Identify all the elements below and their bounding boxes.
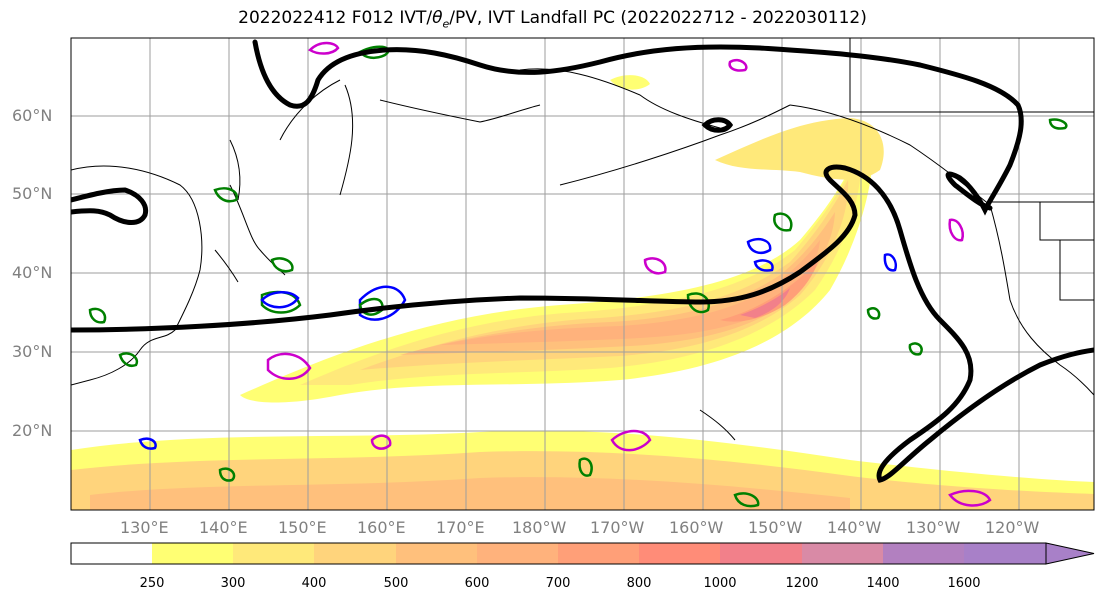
colorbar-tick-250: 250 [139, 576, 165, 591]
colorbar-extend-arrow [1045, 542, 1095, 565]
asia-coast [71, 165, 203, 386]
colorbar-tick-300: 300 [220, 576, 246, 591]
theta-e-contours [88, 41, 1068, 508]
lat-label-60n: 60°N [12, 106, 53, 125]
lon-label-150w: 150°W [748, 518, 803, 537]
colorbar-tick-800: 800 [626, 576, 652, 591]
ivt-shading [71, 75, 1094, 510]
lat-label-50n: 50°N [12, 184, 53, 203]
colorbar-bin-8 [720, 543, 802, 564]
lon-label-120w: 120°W [985, 518, 1040, 537]
aleutians [559, 104, 791, 186]
lon-label-170w: 170°W [590, 518, 645, 537]
lat-label-20n: 20°N [12, 421, 53, 440]
state-borders-2 [1059, 240, 1094, 301]
lon-label-130w: 130°W [906, 518, 961, 537]
colorbar [70, 542, 1095, 565]
colorbar-tick-1000: 1000 [703, 576, 737, 591]
title-main: 2022022412 F012 IVT/ [238, 8, 433, 28]
lon-label-150e: 150°E [278, 518, 327, 537]
title-subscript: e [442, 17, 450, 31]
lat-label-40n: 40°N [12, 263, 53, 282]
lon-label-140w: 140°W [827, 518, 882, 537]
colorbar-tick-700: 700 [545, 576, 571, 591]
colorbar-bin-0 [71, 543, 152, 564]
colorbar-bin-2 [233, 543, 314, 564]
colorbar-bin-9 [802, 543, 883, 564]
lon-label-140e: 140°E [199, 518, 248, 537]
title-theta-symbol: θ [432, 8, 443, 28]
ivt-shade-north [715, 118, 884, 180]
colorbar-bin-11 [964, 543, 1046, 564]
hawaii [699, 409, 736, 441]
pv-contour-main [71, 164, 1094, 483]
colorbar-tick-600: 600 [464, 576, 490, 591]
map-frame [70, 37, 1095, 511]
colorbar-bin-10 [883, 543, 964, 564]
state-borders [1039, 202, 1094, 241]
title-rest: /PV, IVT Landfall PC (2022022712 - 20220… [449, 8, 867, 28]
lat-label-30n: 30°N [12, 342, 53, 361]
ivt-shade-small-north [610, 75, 650, 90]
lon-label-130e: 130°E [120, 518, 169, 537]
lon-label-160e: 160°E [357, 518, 406, 537]
japan-kyushu [214, 249, 239, 283]
colorbar-bin-7 [639, 543, 720, 564]
lon-label-160w: 160°W [669, 518, 724, 537]
colorbar-bin-5 [477, 543, 558, 564]
colorbar-bin-6 [558, 543, 639, 564]
colorbar-tick-500: 500 [383, 576, 409, 591]
colorbar-tick-1200: 1200 [785, 576, 819, 591]
pv-contours [71, 39, 1094, 483]
ivt-shade-south-500 [90, 477, 850, 510]
pv-contour-west [71, 187, 149, 225]
canada-border [849, 38, 1094, 113]
colorbar-tick-400: 400 [301, 576, 327, 591]
colorbar-bin-3 [314, 543, 396, 564]
colorbar-frame [70, 542, 1046, 565]
pv-contour-north [252, 39, 1024, 216]
kamchatka [339, 84, 354, 196]
sakhalin [229, 139, 241, 201]
lon-label-170e: 170°E [436, 518, 485, 537]
colorbar-bin-1 [152, 543, 233, 564]
pv-contour-small [701, 117, 734, 133]
ivt-shade-1000 [740, 288, 790, 318]
bering-coast [379, 99, 541, 123]
colorbar-bin-4 [396, 543, 477, 564]
colorbar-tick-1600: 1600 [947, 576, 981, 591]
north-america-west [989, 204, 1094, 396]
lon-label-180w: 180°W [512, 518, 567, 537]
figure-title: 2022022412 F012 IVT/θe/PV, IVT Landfall … [0, 8, 1105, 30]
colorbar-tick-1400: 1400 [866, 576, 900, 591]
